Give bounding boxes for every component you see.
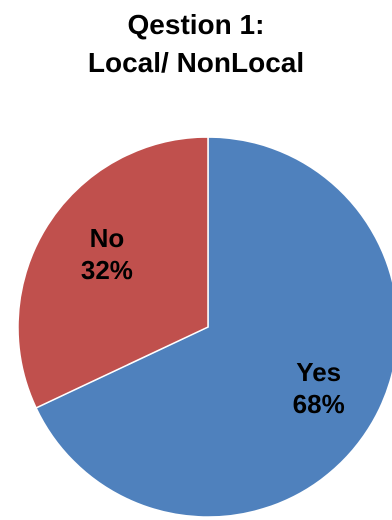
pie-label-yes: Yes 68% xyxy=(293,357,345,419)
pie-slice-yes xyxy=(35,136,392,518)
pie-label-percent: 68% xyxy=(293,389,345,419)
pie-label-no: No 32% xyxy=(81,223,133,285)
pie-slice-no xyxy=(17,136,209,409)
chart-title: Qestion 1: Local/ NonLocal xyxy=(0,6,392,82)
pie-slices xyxy=(17,136,392,518)
chart-title-line-1: Qestion 1: xyxy=(127,9,265,40)
pie-label-category: Yes xyxy=(296,357,341,387)
chart-title-line-2: Local/ NonLocal xyxy=(87,47,305,78)
pie-labels: Yes 68% No 32% xyxy=(81,223,345,419)
pie-label-percent: 32% xyxy=(81,255,133,285)
pie-label-category: No xyxy=(90,223,125,253)
